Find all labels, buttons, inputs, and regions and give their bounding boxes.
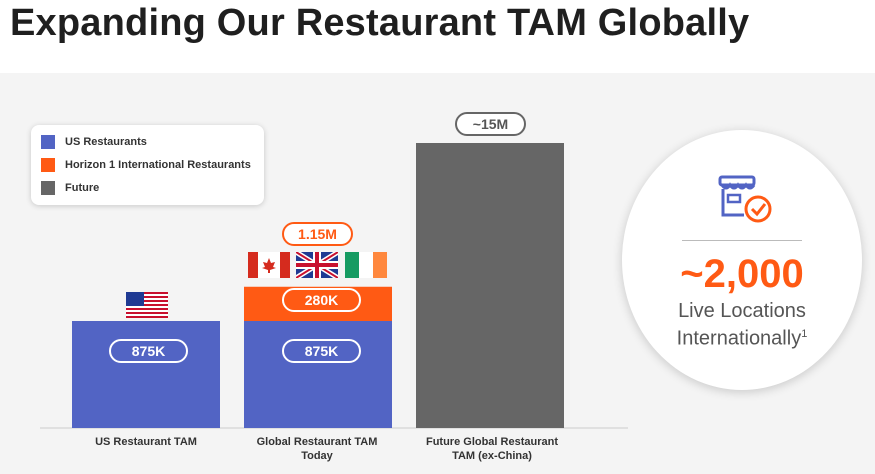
bar-future-2 [416,143,564,428]
x-tick-label-future: Future Global Restaurant TAM (ex-China) [425,436,559,462]
x-tick-label-us: US Restaurant TAM [95,436,197,448]
legend-item-us: US Restaurants [41,134,147,150]
total-label-global: 1.15M [282,222,353,246]
data-label-global-280k: 280K [282,288,361,312]
legend-label-future: Future [65,182,100,194]
callout-footnote: 1 [801,328,808,340]
bar-us-1 [244,321,392,428]
bar-horizon-1 [244,286,392,321]
chart-legend: US Restaurants Horizon 1 International R… [31,125,264,205]
page-title: Expanding Our Restaurant TAM Globally [10,2,750,44]
legend-label-us: US Restaurants [65,136,147,148]
legend-item-future: Future [41,180,99,196]
legend-swatch-future [41,181,55,195]
bar-us-0 [72,321,220,428]
legend-item-horizon: Horizon 1 International Restaurants [41,157,251,173]
callout-number: ~2,000 [680,252,804,296]
callout-caption-line1: Live Locations [678,300,806,322]
callout-caption: Live Locations Internationally1 [622,300,862,351]
ireland-flag-icon [345,252,387,278]
callout-divider [682,240,802,241]
legend-swatch-us [41,135,55,149]
x-tick-label-global: Global Restaurant TAM Today [256,436,378,462]
legend-swatch-horizon [41,158,55,172]
data-label-global-875k: 875K [282,339,361,363]
uk-flag-icon [296,252,338,278]
us-flag-icon [126,292,168,318]
total-label-future: ~15M [455,112,526,136]
storefront-check-icon [718,175,772,223]
canada-flag-icon [248,252,290,278]
callout-caption-line2: Internationally [676,327,802,350]
data-label-us-875k: 875K [109,339,188,363]
international-locations-callout: ~2,000 Live Locations Internationally1 [622,130,862,390]
legend-label-horizon: Horizon 1 International Restaurants [65,159,251,171]
